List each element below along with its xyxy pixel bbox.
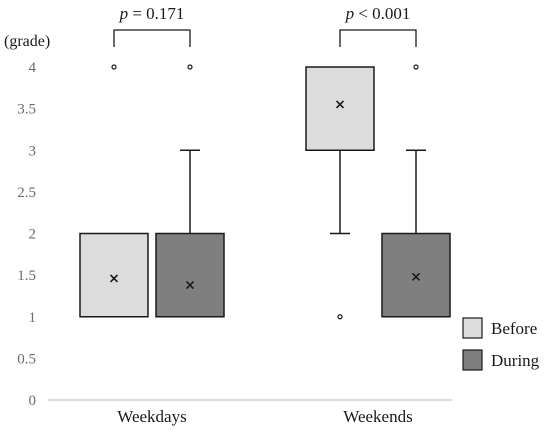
y-tick-label-5: 2.5 [17, 185, 36, 201]
x-category-label-weekdays: Weekdays [117, 407, 186, 426]
y-tick-label-6: 3 [29, 143, 37, 159]
significance-bracket-weekdays [113, 29, 191, 47]
legend-swatch-during [462, 349, 483, 371]
y-tick-label-3: 1.5 [17, 268, 36, 284]
outlier-point-before-weekends-0 [337, 314, 343, 320]
box-rect-during-weekdays [155, 232, 225, 318]
outlier-point-during-weekdays-0 [187, 64, 193, 70]
x-category-label-weekends: Weekends [343, 407, 412, 426]
mean-marker-before-weekends [335, 100, 345, 109]
mean-marker-during-weekends [411, 272, 421, 281]
significance-bracket-weekends [339, 29, 417, 47]
p-value-text: < 0.001 [354, 4, 410, 23]
legend-label-during: During [491, 351, 540, 370]
p-symbol: p [119, 4, 129, 23]
box-rect-before-weekdays [79, 232, 149, 318]
p-value-label-weekdays: p = 0.171 [119, 4, 185, 23]
y-tick-label-2: 1 [29, 310, 37, 326]
axes: 0 0.5 1 1.5 2 2.5 3 3.5 4 Weekdays Weekends [17, 60, 452, 426]
legend-swatch-before [462, 317, 483, 339]
box-before-weekends [305, 66, 375, 320]
outlier-point-before-weekdays-0 [111, 64, 117, 70]
mean-marker-before-weekdays [109, 274, 119, 283]
box-during-weekends [381, 64, 451, 318]
mean-marker-during-weekdays [185, 281, 195, 290]
legend: Before During [462, 317, 540, 371]
box-rect-during-weekends [381, 232, 451, 318]
p-value-label-weekends: p < 0.001 [345, 4, 411, 23]
box-rect-before-weekends [305, 66, 375, 151]
y-tick-label-0: 0 [29, 393, 37, 409]
y-tick-label-7: 3.5 [17, 102, 36, 118]
box-series [79, 64, 451, 320]
legend-label-before: Before [491, 319, 537, 338]
y-axis-unit-label: (grade) [4, 33, 50, 50]
p-value-text: = 0.171 [128, 4, 184, 23]
p-symbol: p [345, 4, 355, 23]
box-during-weekdays [155, 64, 225, 318]
outlier-point-during-weekends-0 [413, 64, 419, 70]
y-tick-label-8: 4 [29, 60, 37, 76]
y-tick-label-4: 2 [29, 227, 37, 243]
p-value-annotations: p = 0.171 p < 0.001 [113, 4, 417, 47]
y-tick-label-1: 0.5 [17, 351, 36, 367]
box-before-weekdays [79, 64, 149, 318]
